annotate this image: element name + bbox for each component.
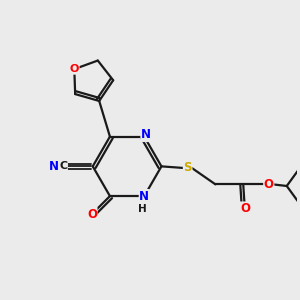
Text: C: C: [59, 161, 68, 171]
Text: O: O: [240, 202, 250, 215]
Text: O: O: [87, 208, 97, 220]
Text: O: O: [264, 178, 274, 191]
Text: N: N: [141, 128, 151, 142]
Text: S: S: [183, 161, 192, 175]
Text: N: N: [49, 160, 58, 173]
Text: O: O: [70, 64, 79, 74]
Text: H: H: [138, 203, 147, 214]
Text: N: N: [139, 190, 149, 202]
